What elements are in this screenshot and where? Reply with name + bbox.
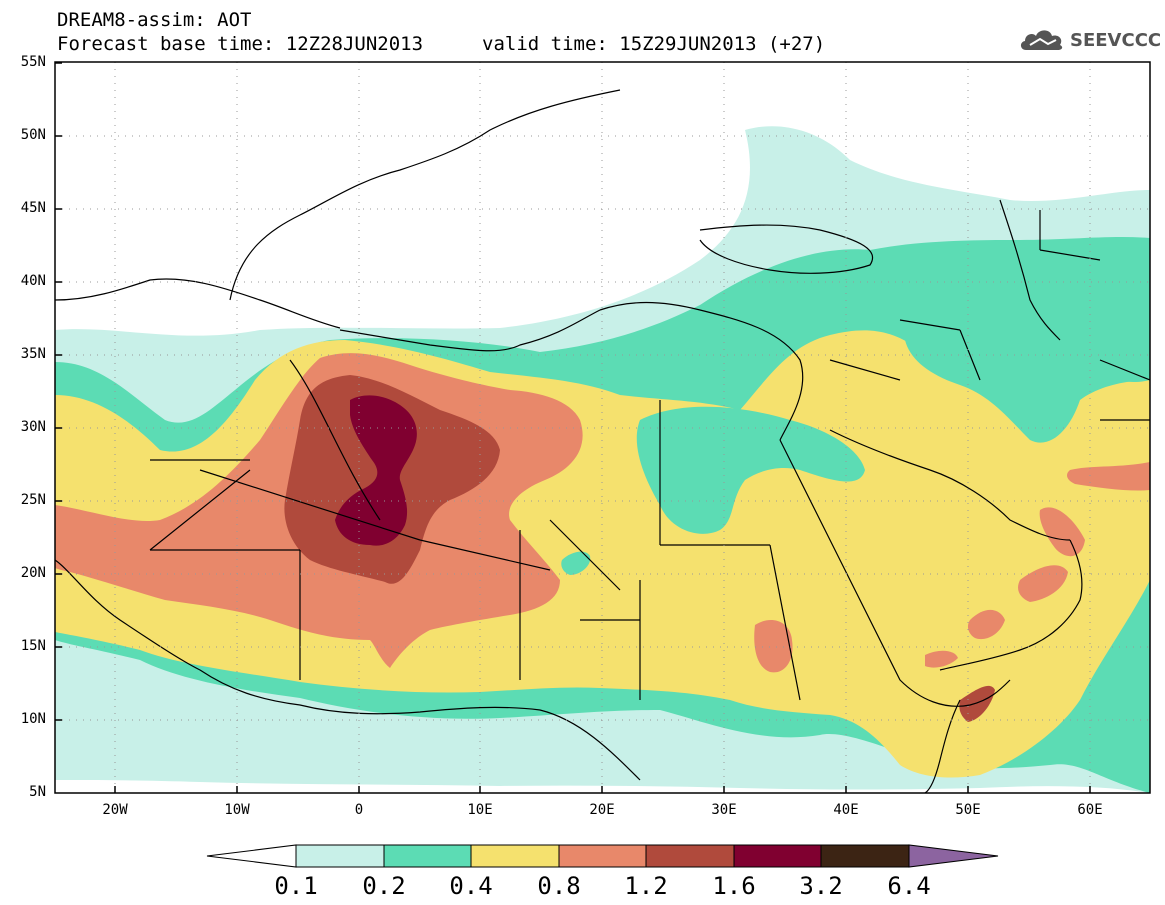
lon-label-60e: 60E: [1077, 802, 1103, 818]
lat-label-50n: 50N: [20, 127, 46, 143]
colorbar-bin-3.2: [820, 844, 910, 868]
lon-label-10w: 10W: [224, 802, 250, 818]
colorbar-over-arrow: [908, 844, 999, 868]
colorbar-label: 1.6: [712, 872, 756, 900]
lon-label-50e: 50E: [955, 802, 981, 818]
colorbar-bin-0.8: [558, 844, 647, 868]
aot-contour-0.8-patch-arabia: [967, 609, 1005, 640]
graticule: [55, 62, 1150, 793]
coastlines: [55, 89, 1150, 793]
colorbar-label: 0.1: [274, 872, 318, 900]
lon-label-10e: 10E: [467, 802, 493, 818]
lat-label-5n: 5N: [29, 784, 46, 800]
lon-label-0: 0: [354, 802, 364, 818]
aot-contour-0.2-patch-egypt: [636, 406, 865, 534]
logo-text: SEEVCCC: [1070, 29, 1162, 51]
axis-ticks: [55, 62, 1091, 793]
map-title: DREAM8-assim: AOT: [57, 9, 252, 31]
lat-label-15n: 15N: [20, 638, 46, 654]
aot-contour-0.8-patch-gulf: [1067, 462, 1150, 491]
colorbar-label: 3.2: [799, 872, 843, 900]
map-frame: [54, 61, 1151, 794]
colorbar: [206, 844, 999, 868]
colorbar-label: 6.4: [887, 872, 931, 900]
aot-contour-0.8-patch-aden: [925, 650, 958, 668]
aot-contour-1.6: [335, 395, 417, 546]
lat-label-55n: 55N: [20, 54, 46, 70]
aot-contour-0.2-patch-chad: [561, 551, 591, 575]
lat-label-45n: 45N: [20, 200, 46, 216]
aot-contour-0.8-patch-yemen: [1018, 565, 1068, 602]
colorbar-bin-1.2: [645, 844, 735, 868]
aot-contour-0.2-patch-persia: [905, 331, 1150, 443]
aot-contour-0.8-patch-ethiopia: [754, 620, 793, 673]
valid-time: valid time: 15Z29JUN2013 (+27): [482, 33, 826, 55]
colorbar-bin-0.4: [470, 844, 560, 868]
colorbar-bin-0.1: [295, 844, 385, 868]
colorbar-bin-0.2: [383, 844, 472, 868]
lat-label-40n: 40N: [20, 273, 46, 289]
cloud-icon: [1020, 30, 1063, 50]
seevccc-logo: SEEVCCC: [1018, 26, 1161, 54]
colorbar-label: 1.2: [624, 872, 668, 900]
colorbar-label: 0.4: [449, 872, 493, 900]
lat-label-25n: 25N: [20, 492, 46, 508]
forecast-times: Forecast base time: 12Z28JUN2013 valid ti…: [57, 33, 825, 55]
lon-label-20w: 20W: [102, 802, 128, 818]
colorbar-under-arrow: [206, 844, 297, 868]
forecast-base-time: Forecast base time: 12Z28JUN2013: [57, 33, 424, 55]
lon-label-40e: 40E: [833, 802, 859, 818]
lat-label-30n: 30N: [20, 419, 46, 435]
lat-label-20n: 20N: [20, 565, 46, 581]
colorbar-label: 0.2: [362, 872, 406, 900]
lat-label-10n: 10N: [20, 711, 46, 727]
aot-contour-0.8-patch-oman: [1039, 507, 1085, 557]
colorbar-label: 0.8: [537, 872, 581, 900]
lon-label-20e: 20E: [589, 802, 615, 818]
lon-label-30e: 30E: [711, 802, 737, 818]
colorbar-bin-1.6: [733, 844, 822, 868]
lat-label-35n: 35N: [20, 346, 46, 362]
aot-contour-1.2-patch-somalia: [959, 685, 995, 722]
